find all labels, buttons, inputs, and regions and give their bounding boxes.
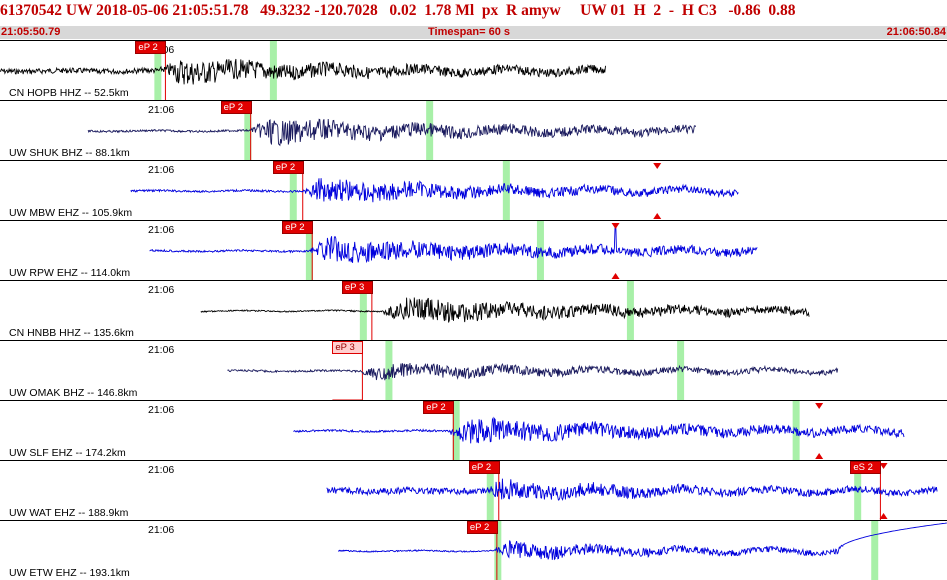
waveform-plot (293, 401, 905, 460)
panel-time-label: 21:06 (148, 104, 175, 116)
trace-panel[interactable]: 21:06 eP 2 UW RPW EHZ -- 114.0km (0, 220, 947, 280)
seismogram-trace (326, 478, 938, 501)
phase-pick-label[interactable]: eP 2 (466, 521, 498, 534)
station-label: UW SHUK BHZ -- 88.1km (9, 147, 130, 159)
panel-time-label: 21:06 (148, 464, 175, 476)
phase-pick-label[interactable]: eP 3 (332, 341, 364, 354)
time-window-band (359, 281, 367, 340)
trace-panel[interactable]: 21:06 eP 2 UW SLF EHZ -- 174.2km (0, 400, 947, 460)
station-label: CN HOPB HHZ -- 52.5km (9, 87, 129, 99)
trace-panel[interactable]: 21:06 eP 2 UW SHUK BHZ -- 88.1km (0, 100, 947, 160)
event-header: 61370542 UW 2018-05-06 21:05:51.78 49.32… (0, 0, 947, 40)
phase-pick-label[interactable]: eP 3 (341, 281, 373, 294)
time-bar: 21:05:50.79 Timespan= 60 s 21:06:50.84 (0, 26, 947, 39)
time-window-band (289, 161, 297, 220)
station-label: UW MBW EHZ -- 105.9km (9, 207, 133, 219)
waveform-plot (0, 41, 606, 100)
triangle-down-icon[interactable] (879, 463, 888, 469)
timespan: Timespan= 60 s (428, 26, 511, 38)
triangle-down-icon[interactable] (653, 163, 662, 169)
station-label: UW RPW EHZ -- 114.0km (9, 267, 131, 279)
waveform-plot (149, 221, 758, 280)
trace-panels: 21:06 eP 2 CN HOPB HHZ -- 52.5km 21:06 eP 2 U… (0, 40, 947, 580)
trace-panel[interactable]: 21:06 eP 2 UW MBW EHZ -- 105.9km (0, 160, 947, 220)
time-window-band (871, 521, 879, 580)
trace-panel[interactable]: 21:06 eP 3 UW OMAK BHZ -- 146.8km (0, 340, 947, 400)
phase-pick-label[interactable]: eP 2 (423, 401, 455, 414)
phase-pick-label[interactable]: eP 2 (220, 101, 252, 114)
panel-time-label: 21:06 (148, 524, 175, 536)
end-time: 21:06:50.84 (886, 26, 946, 38)
triangle-up-icon[interactable] (879, 513, 888, 519)
panel-time-label: 21:06 (148, 284, 175, 296)
station-label: UW SLF EHZ -- 174.2km (9, 447, 126, 459)
phase-pick-label[interactable]: eP 2 (468, 461, 500, 474)
seismogram-trace (149, 224, 758, 264)
phase-pick-label[interactable]: eS 2 (850, 461, 882, 474)
waveform-plot (87, 101, 697, 160)
waveform-plot (130, 161, 739, 220)
time-window-band (269, 41, 277, 100)
triangle-up-icon[interactable] (653, 213, 662, 219)
panel-time-label: 21:06 (148, 164, 175, 176)
event-summary-line: 61370542 UW 2018-05-06 21:05:51.78 49.32… (0, 2, 796, 19)
triangle-up-icon[interactable] (815, 453, 824, 459)
triangle-up-icon[interactable] (611, 273, 620, 279)
seismogram-trace (200, 297, 810, 323)
time-window-band (385, 341, 393, 400)
time-window-band (677, 341, 685, 400)
waveform-plot (326, 461, 938, 520)
station-label: UW WAT EHZ -- 188.9km (9, 507, 129, 519)
station-label: UW OMAK BHZ -- 146.8km (9, 387, 138, 399)
time-window-band (854, 461, 862, 520)
time-window-band (426, 101, 434, 160)
seismogram-trace (0, 58, 606, 85)
seismogram-trace (227, 362, 839, 381)
seismogram-trace (337, 522, 947, 561)
seismogram-trace (293, 416, 905, 444)
station-label: UW ETW EHZ -- 193.1km (9, 567, 130, 579)
phase-pick-label[interactable]: eP 2 (282, 221, 314, 234)
panel-time-label: 21:06 (148, 224, 175, 236)
panel-time-label: 21:06 (148, 344, 175, 356)
triangle-down-icon[interactable] (611, 223, 620, 229)
station-label: CN HNBB HHZ -- 135.6km (9, 327, 134, 339)
phase-pick-label[interactable]: eP 2 (272, 161, 304, 174)
waveform-plot (227, 341, 839, 400)
triangle-down-icon[interactable] (815, 403, 824, 409)
panel-time-label: 21:06 (148, 404, 175, 416)
waveform-plot (200, 281, 810, 340)
trace-panel[interactable]: 21:06 eP 3 CN HNBB HHZ -- 135.6km (0, 280, 947, 340)
trace-panel[interactable]: 21:06 eP 2 UW ETW EHZ -- 193.1km (0, 520, 947, 580)
waveform-plot (337, 521, 947, 580)
trace-panel[interactable]: 21:06 eP 2 eS 2 UW WAT EHZ -- 188.9km (0, 460, 947, 520)
time-window-band (154, 41, 162, 100)
seismogram-trace (87, 118, 697, 147)
seismogram-trace (130, 178, 739, 203)
phase-pick-label[interactable]: eP 2 (135, 41, 167, 54)
start-time: 21:05:50.79 (1, 26, 61, 38)
